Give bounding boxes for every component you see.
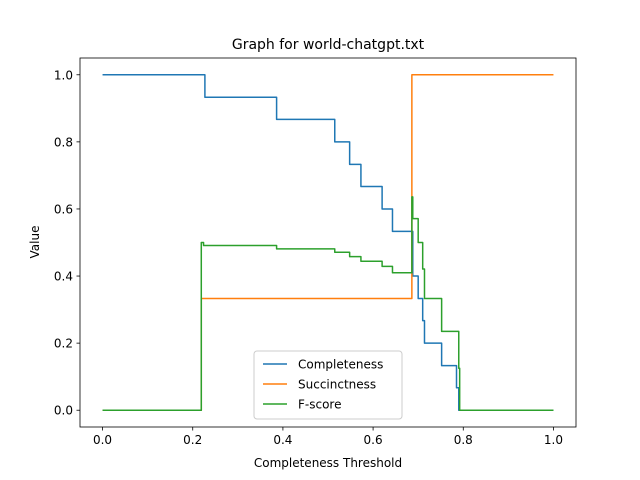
legend: Completeness Succinctness F-score <box>253 350 403 420</box>
legend-label: Succinctness <box>298 378 376 392</box>
y-tick-label: 0.6 <box>54 202 73 216</box>
x-tick-label: 0.0 <box>93 433 112 447</box>
axes-frame <box>79 57 577 428</box>
x-tick-label: 0.4 <box>273 433 292 447</box>
series-line-f-score <box>102 196 554 411</box>
plot-area: 0.0 0.2 0.4 0.6 0.8 1.0 0.0 0.2 0.4 0.6 0.8 1.0 <box>54 57 577 447</box>
x-tick-label: 0.2 <box>183 433 202 447</box>
y-tick-label: 0.0 <box>54 404 73 418</box>
series-line-completeness <box>102 74 554 411</box>
x-axis-label: Completeness Threshold <box>254 456 402 470</box>
y-tick-label: 1.0 <box>54 68 73 82</box>
x-tick-label: 0.6 <box>364 433 383 447</box>
x-tick-label: 1.0 <box>544 433 563 447</box>
y-axis-label: Value <box>28 226 42 259</box>
x-tick-label: 0.8 <box>454 433 473 447</box>
y-tick-label: 0.8 <box>54 135 73 149</box>
legend-box <box>253 350 403 420</box>
legend-label: F-score <box>298 398 341 412</box>
y-tick-label: 0.2 <box>54 337 73 351</box>
chart-title: Graph for world-chatgpt.txt <box>232 37 425 53</box>
legend-label: Completeness <box>298 358 383 372</box>
y-tick-label: 0.4 <box>54 270 73 284</box>
